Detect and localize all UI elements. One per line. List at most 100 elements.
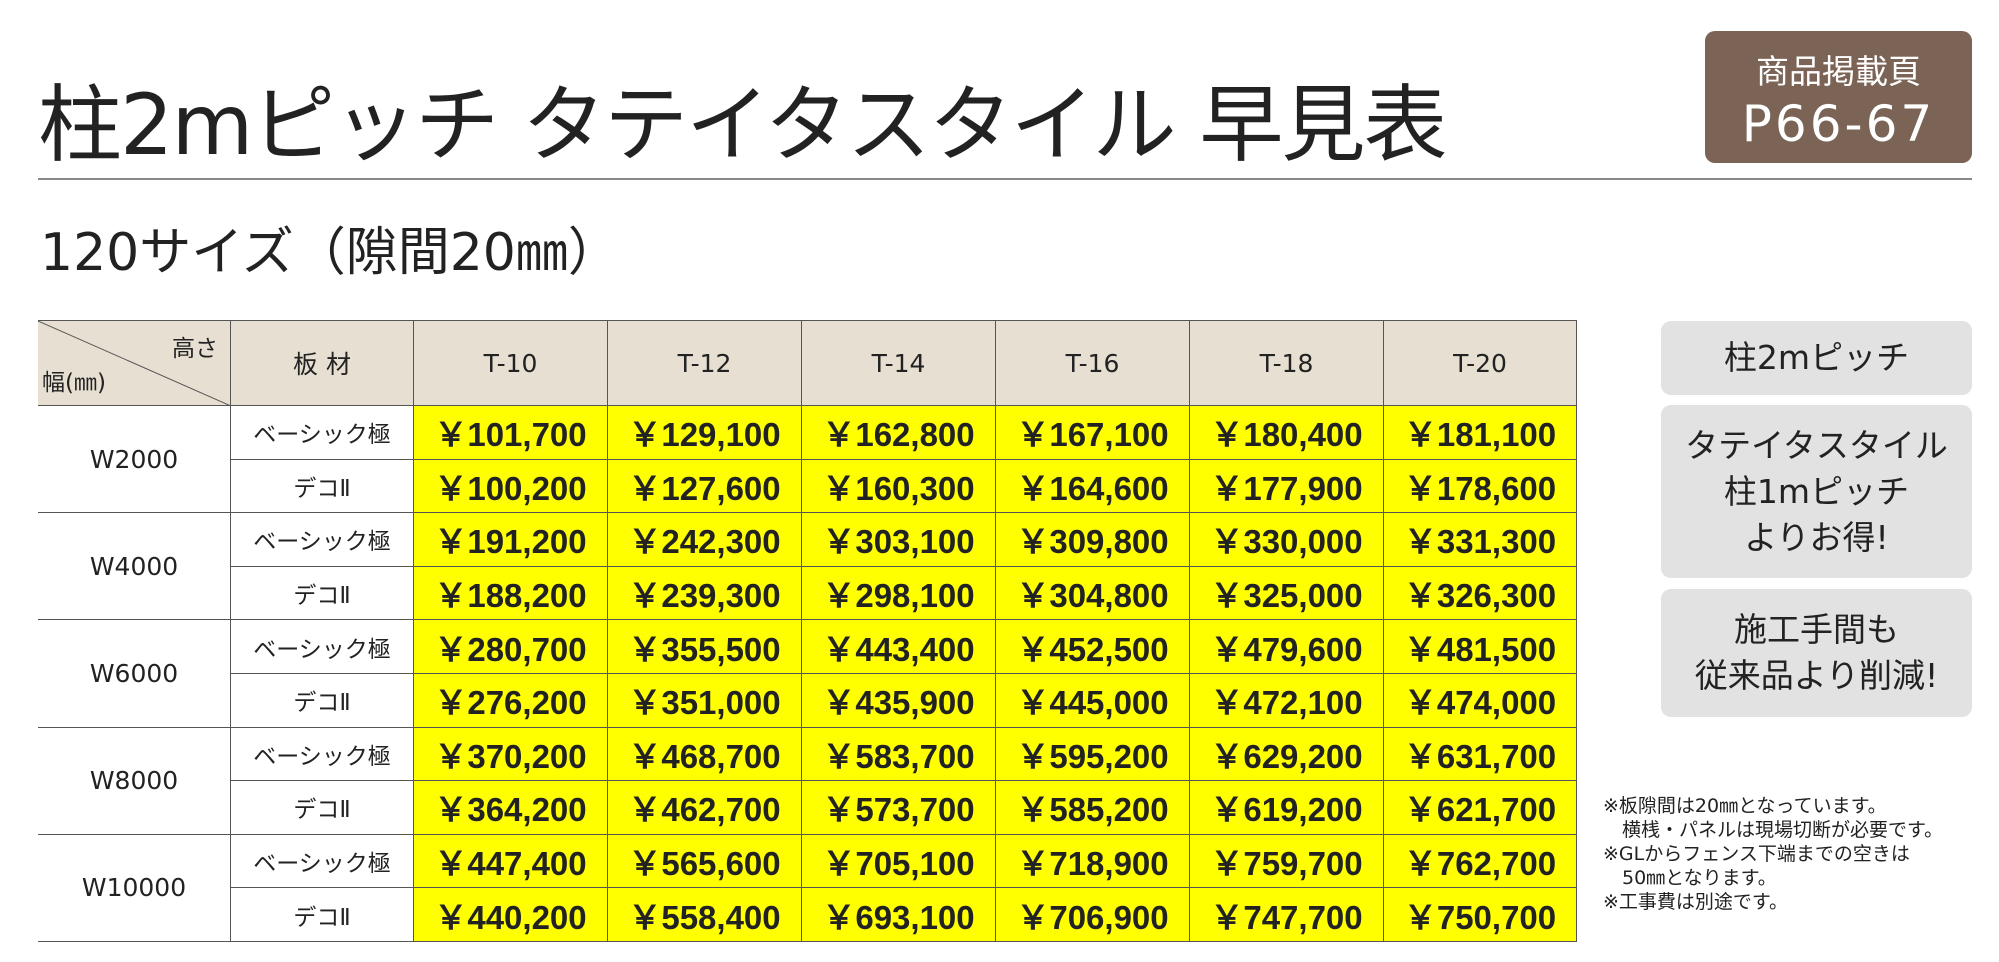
width-cell: W2000 <box>38 406 231 514</box>
price-cell: ￥364,200 <box>414 781 608 835</box>
price-cell: ￥191,200 <box>414 513 608 567</box>
price-cell: ￥479,600 <box>1190 620 1384 674</box>
material-cell: デコⅡ <box>231 566 414 621</box>
material-cell: ベーシック極 <box>231 620 414 674</box>
price-cell: ￥452,500 <box>996 620 1190 674</box>
corner-diagonal <box>38 321 231 406</box>
badge-label: 商品掲載頁 <box>1756 52 1921 91</box>
note-line: 50㎜となります。 <box>1603 867 1777 889</box>
note-line: ※GLからフェンス下端までの空きは <box>1603 843 1910 865</box>
price-cell: ￥631,700 <box>1384 727 1577 782</box>
price-cell: ￥242,300 <box>608 513 802 567</box>
price-cell: ￥178,600 <box>1384 459 1577 514</box>
price-cell: ￥180,400 <box>1190 406 1384 460</box>
price-cell: ￥583,700 <box>802 727 996 782</box>
side-box: タテイタスタイル 柱1mピッチ よりお得! <box>1661 405 1972 578</box>
price-cell: ￥100,200 <box>414 459 608 514</box>
price-cell: ￥445,000 <box>996 674 1190 728</box>
corner-cell: 高さ幅(㎜) <box>38 321 231 406</box>
price-cell: ￥585,200 <box>996 781 1190 835</box>
price-cell: ￥101,700 <box>414 406 608 460</box>
price-cell: ￥239,300 <box>608 566 802 621</box>
corner-top: 高さ <box>172 336 218 362</box>
price-cell: ￥759,700 <box>1190 834 1384 889</box>
price-cell: ￥177,900 <box>1190 459 1384 514</box>
price-cell: ￥595,200 <box>996 727 1190 782</box>
price-cell: ￥167,100 <box>996 406 1190 460</box>
column-header: T-10 <box>414 321 608 406</box>
price-cell: ￥331,300 <box>1384 513 1577 567</box>
note-line: ※工事費は別途です。 <box>1603 891 1789 913</box>
column-header: T-12 <box>608 321 802 406</box>
side-box: 柱2mピッチ <box>1661 321 1972 395</box>
column-header: T-16 <box>996 321 1190 406</box>
price-cell: ￥706,900 <box>996 888 1190 942</box>
column-header: T-18 <box>1190 321 1384 406</box>
price-cell: ￥565,600 <box>608 834 802 889</box>
price-cell: ￥440,200 <box>414 888 608 942</box>
width-cell: W6000 <box>38 620 231 728</box>
material-cell: ベーシック極 <box>231 406 414 460</box>
price-cell: ￥129,100 <box>608 406 802 460</box>
price-cell: ￥303,100 <box>802 513 996 567</box>
price-cell: ￥326,300 <box>1384 566 1577 621</box>
column-header: T-14 <box>802 321 996 406</box>
price-cell: ￥160,300 <box>802 459 996 514</box>
material-cell: ベーシック極 <box>231 727 414 782</box>
price-cell: ￥621,700 <box>1384 781 1577 835</box>
side-line: タテイタスタイル <box>1685 425 1948 465</box>
side-line: 柱1mピッチ <box>1723 471 1910 511</box>
notes: ※板隙間は20㎜となっています。 横桟・パネルは現場切断が必要です。 ※GLからフ… <box>1603 794 1943 914</box>
price-cell: ￥558,400 <box>608 888 802 942</box>
price-cell: ￥693,100 <box>802 888 996 942</box>
width-cell: W10000 <box>38 834 231 942</box>
price-cell: ￥351,000 <box>608 674 802 728</box>
column-header: T-20 <box>1384 321 1577 406</box>
price-cell: ￥472,100 <box>1190 674 1384 728</box>
price-cell: ￥762,700 <box>1384 834 1577 889</box>
price-cell: ￥280,700 <box>414 620 608 674</box>
price-cell: ￥304,800 <box>996 566 1190 621</box>
price-cell: ￥718,900 <box>996 834 1190 889</box>
price-cell: ￥162,800 <box>802 406 996 460</box>
price-cell: ￥435,900 <box>802 674 996 728</box>
material-cell: デコⅡ <box>231 781 414 835</box>
price-cell: ￥573,700 <box>802 781 996 835</box>
price-cell: ￥468,700 <box>608 727 802 782</box>
price-cell: ￥705,100 <box>802 834 996 889</box>
price-cell: ￥188,200 <box>414 566 608 621</box>
side-line: 施工手間も <box>1734 610 1899 649</box>
price-cell: ￥481,500 <box>1384 620 1577 674</box>
price-cell: ￥370,200 <box>414 727 608 782</box>
price-cell: ￥750,700 <box>1384 888 1577 942</box>
price-cell: ￥325,000 <box>1190 566 1384 621</box>
price-cell: ￥330,000 <box>1190 513 1384 567</box>
width-cell: W8000 <box>38 727 231 835</box>
material-cell: デコⅡ <box>231 459 414 514</box>
material-cell: ベーシック極 <box>231 834 414 889</box>
price-cell: ￥447,400 <box>414 834 608 889</box>
price-cell: ￥629,200 <box>1190 727 1384 782</box>
title: 柱2mピッチ タテイタスタイル 早見表 <box>38 76 1447 174</box>
price-cell: ￥309,800 <box>996 513 1190 567</box>
material-cell: ベーシック極 <box>231 513 414 567</box>
price-cell: ￥747,700 <box>1190 888 1384 942</box>
side-line: 柱2mピッチ <box>1723 338 1910 377</box>
page-badge: 商品掲載頁 P66-67 <box>1705 31 1972 163</box>
price-cell: ￥443,400 <box>802 620 996 674</box>
price-cell: ￥619,200 <box>1190 781 1384 835</box>
badge-page: P66-67 <box>1741 95 1936 153</box>
price-cell: ￥355,500 <box>608 620 802 674</box>
material-cell: デコⅡ <box>231 888 414 942</box>
side-box: 施工手間も従来品より削減! <box>1661 589 1972 717</box>
price-cell: ￥127,600 <box>608 459 802 514</box>
title-rule <box>38 178 1972 180</box>
price-cell: ￥276,200 <box>414 674 608 728</box>
side-line: 従来品より削減! <box>1694 656 1939 695</box>
price-cell: ￥462,700 <box>608 781 802 835</box>
corner-bottom: 幅(㎜) <box>42 370 106 396</box>
material-cell: デコⅡ <box>231 674 414 728</box>
price-cell: ￥298,100 <box>802 566 996 621</box>
note-line: 横桟・パネルは現場切断が必要です。 <box>1603 819 1944 841</box>
